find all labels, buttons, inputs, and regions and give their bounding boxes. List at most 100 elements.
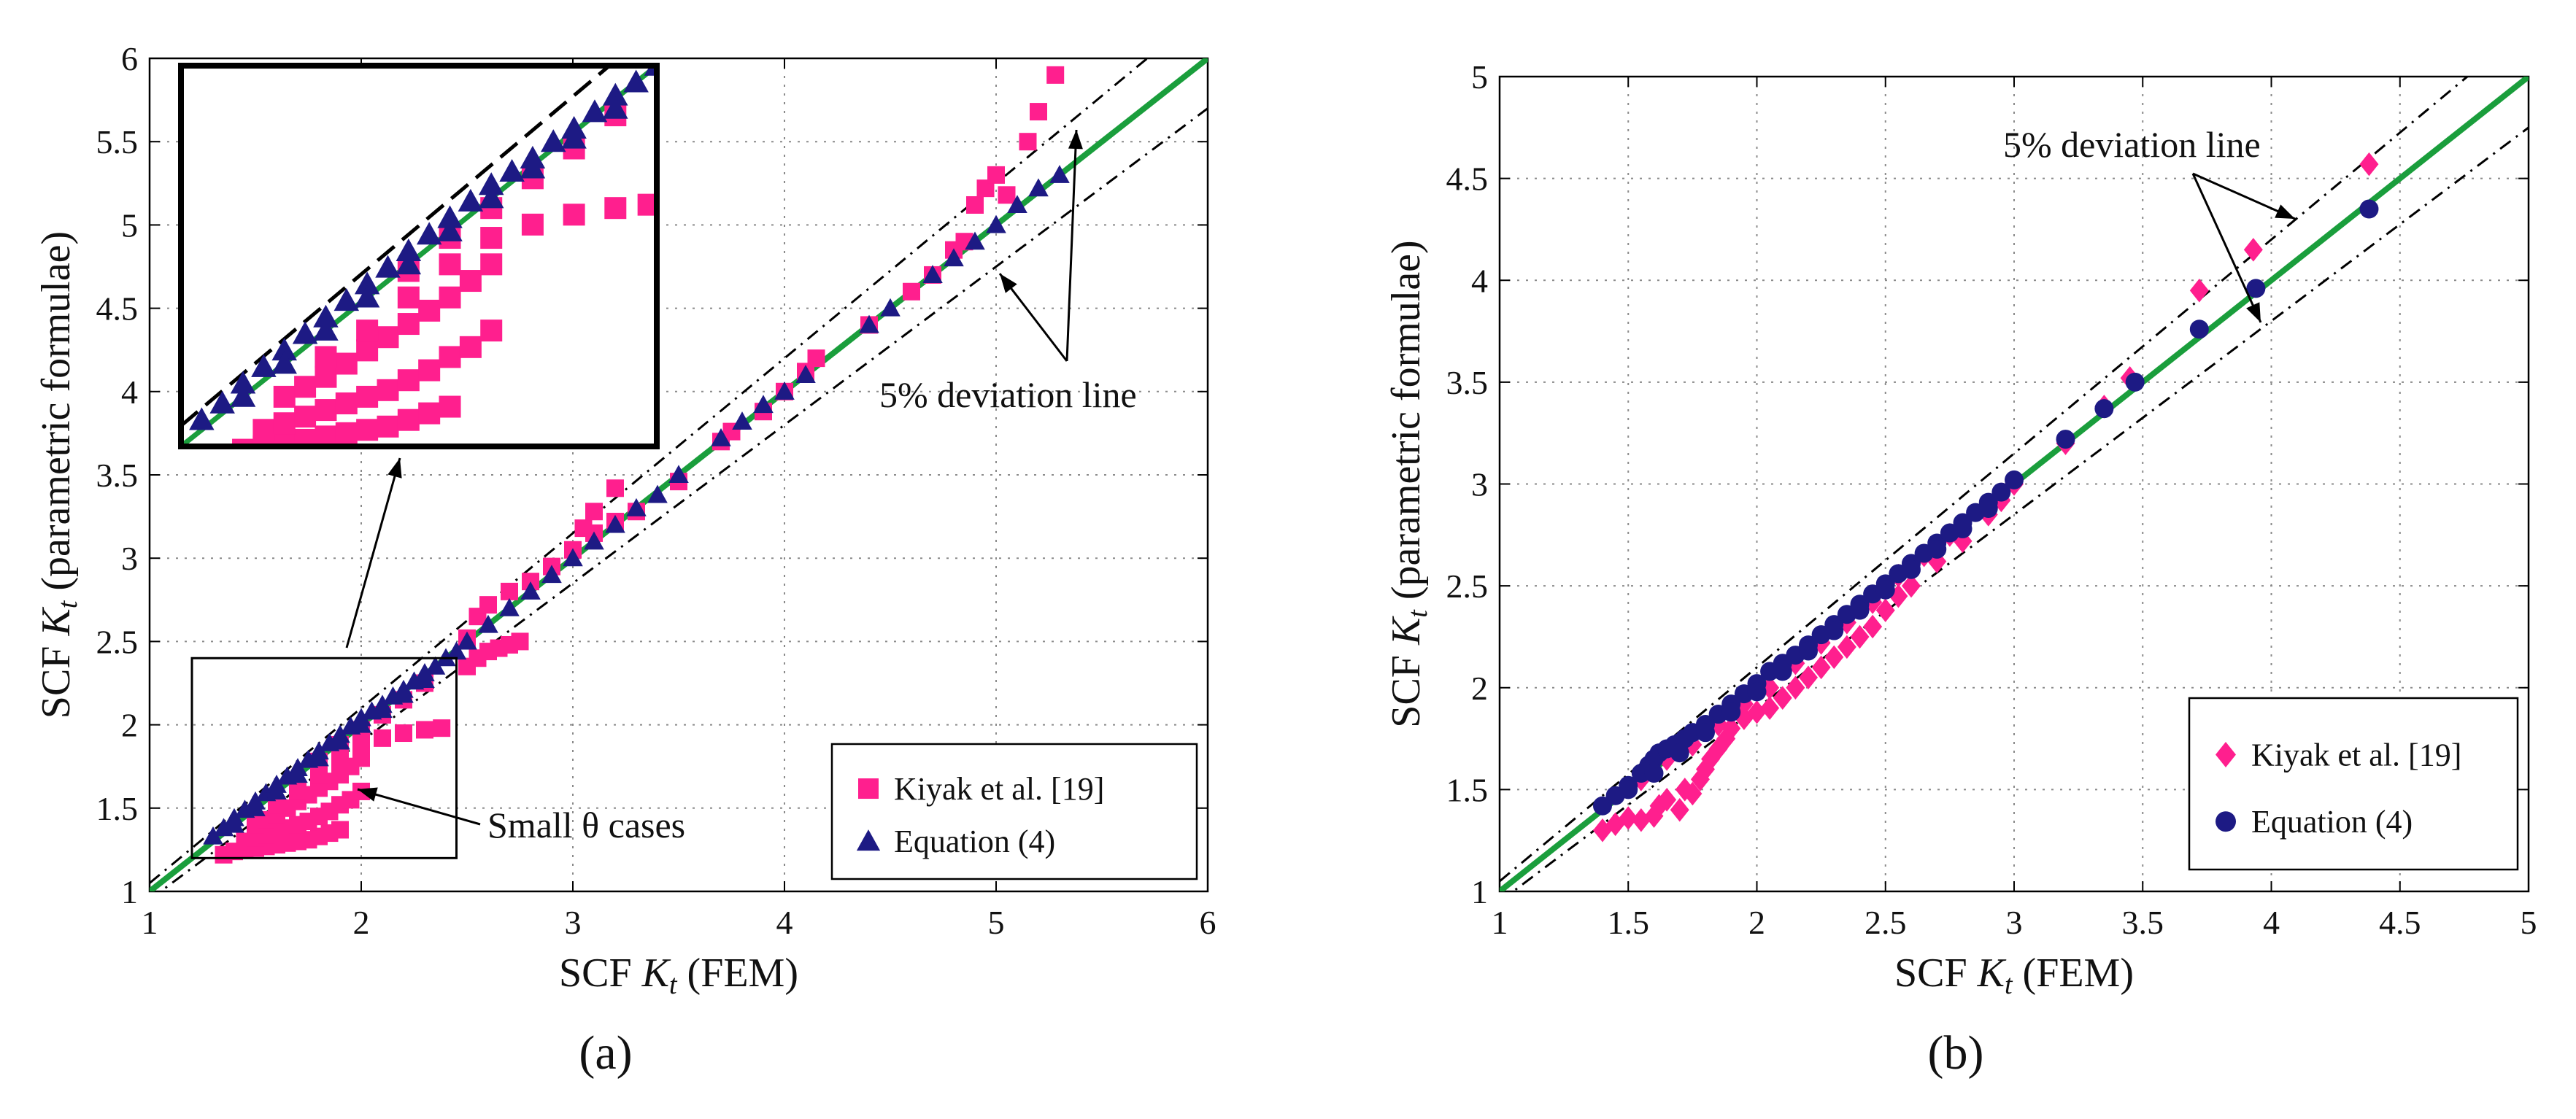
data-point bbox=[1850, 600, 1870, 620]
x-tick-label: 1 bbox=[142, 904, 158, 941]
x-axis-label-var: K bbox=[1977, 950, 2007, 996]
data-point bbox=[605, 514, 625, 533]
data-point bbox=[2189, 278, 2209, 303]
data-point bbox=[2359, 152, 2379, 177]
data-point bbox=[1670, 743, 1689, 763]
inset-data-point bbox=[604, 197, 627, 220]
inset-data-point bbox=[377, 415, 399, 438]
x-tick-label: 1.5 bbox=[1608, 904, 1650, 941]
data-point bbox=[1007, 195, 1027, 214]
x-tick-label: 4 bbox=[776, 904, 793, 941]
inset-data-point bbox=[230, 384, 256, 407]
y-tick-label: 1.5 bbox=[96, 790, 139, 827]
y-tick-label: 4.5 bbox=[1446, 160, 1489, 198]
y-axis-label-suffix: (parametric formulae) bbox=[1384, 240, 1429, 610]
legend-box bbox=[2188, 697, 2519, 871]
y-tick-label: 2.5 bbox=[96, 623, 139, 660]
annotations: 5% deviation line bbox=[2003, 124, 2296, 323]
data-point bbox=[309, 748, 329, 767]
inset-data-point bbox=[354, 284, 380, 308]
data-point bbox=[647, 484, 668, 503]
data-point bbox=[1902, 573, 1921, 598]
y-tick-label: 3 bbox=[121, 540, 138, 577]
y-axis-label-prefix: SCF bbox=[34, 636, 79, 719]
data-point bbox=[1799, 665, 1818, 690]
y-tick-label: 1.5 bbox=[1446, 771, 1489, 808]
x-tick-label: 5 bbox=[988, 904, 1005, 941]
y-tick-label: 5 bbox=[121, 206, 138, 244]
data-point bbox=[1747, 682, 1767, 702]
series-equation-4 bbox=[203, 165, 1070, 845]
data-point bbox=[1773, 662, 1792, 681]
inset-data-point bbox=[418, 299, 441, 322]
legend-label: Equation (4) bbox=[2251, 804, 2413, 840]
deviation-arrow-2 bbox=[2191, 173, 2262, 323]
inset-arrow bbox=[345, 457, 401, 648]
inset-data-point bbox=[478, 172, 504, 195]
data-point bbox=[245, 798, 266, 816]
data-point bbox=[774, 382, 795, 400]
inset-data-point bbox=[418, 402, 441, 425]
inset-deviation-line bbox=[181, 66, 613, 427]
plot-content bbox=[150, 58, 1208, 891]
x-axis-label-prefix: SCF bbox=[1894, 950, 1978, 996]
inset-data-point bbox=[271, 338, 297, 361]
x-tick-label: 4.5 bbox=[2379, 904, 2421, 941]
small-theta-arrow-head bbox=[358, 787, 378, 802]
data-point bbox=[903, 282, 920, 301]
data-point bbox=[2359, 199, 2379, 219]
inset-data-point bbox=[356, 385, 379, 408]
legend-marker bbox=[858, 778, 879, 799]
data-point bbox=[1721, 716, 1741, 740]
inset-data-point bbox=[416, 222, 442, 245]
inset-data-point bbox=[541, 129, 566, 152]
x-axis-label: SCF Kt (FEM) bbox=[1894, 950, 2134, 1000]
plot-frame bbox=[1498, 75, 2530, 893]
inset-data-point bbox=[499, 159, 525, 182]
data-point bbox=[753, 395, 774, 414]
inset-data-point bbox=[439, 346, 461, 368]
legend-label: Equation (4) bbox=[894, 824, 1055, 859]
inset-data-point bbox=[230, 371, 256, 394]
legend-marker bbox=[2216, 811, 2236, 832]
x-axis-label: SCF Kt (FEM) bbox=[559, 950, 798, 1000]
data-point bbox=[880, 298, 901, 317]
data-point bbox=[584, 531, 604, 550]
panel-label: (b) bbox=[1928, 1026, 1984, 1080]
data-point bbox=[922, 265, 943, 283]
legend-box bbox=[830, 743, 1198, 880]
inset-data-point bbox=[437, 218, 463, 241]
inset-data-point bbox=[315, 399, 337, 422]
data-point bbox=[1927, 539, 1947, 559]
data-point bbox=[433, 719, 451, 737]
x-axis-label-prefix: SCF bbox=[559, 950, 642, 996]
inset-data-point bbox=[439, 253, 461, 276]
inset-data-point bbox=[563, 204, 585, 226]
data-point bbox=[987, 166, 1005, 184]
data-point bbox=[457, 631, 477, 650]
x-tick-label: 6 bbox=[1200, 904, 1216, 941]
legend-label: Kiyak et al. [19] bbox=[894, 771, 1104, 807]
data-point bbox=[732, 411, 752, 430]
inset-data-point bbox=[459, 336, 482, 358]
deviation-line-lower bbox=[1511, 126, 2529, 891]
y-axis-label-var: K bbox=[34, 607, 79, 637]
inset-content bbox=[181, 66, 657, 446]
data-point bbox=[1046, 66, 1065, 84]
data-point bbox=[1953, 519, 1973, 538]
x-axis-label-suffix: (FEM) bbox=[677, 950, 798, 996]
data-point bbox=[479, 596, 497, 614]
data-point bbox=[351, 714, 371, 733]
inset-data-point bbox=[397, 409, 420, 431]
inset-data-point bbox=[313, 317, 339, 341]
data-point bbox=[2094, 399, 2114, 419]
y-tick-label: 2.5 bbox=[1446, 568, 1489, 605]
data-point bbox=[414, 670, 435, 688]
inset-data-point bbox=[459, 270, 482, 293]
y-tick-label: 4.5 bbox=[96, 290, 139, 328]
inset-data-point bbox=[480, 320, 503, 342]
data-point bbox=[1019, 133, 1037, 151]
y-axis-label: SCF Kt (parametric formulae) bbox=[34, 231, 83, 719]
y-tick-label: 1 bbox=[121, 873, 138, 910]
data-point bbox=[1863, 614, 1883, 639]
